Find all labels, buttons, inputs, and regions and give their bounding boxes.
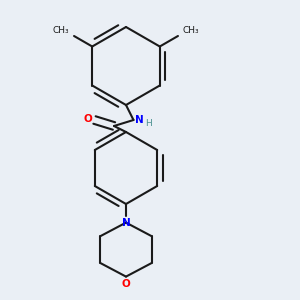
Text: N: N [135, 115, 144, 125]
Text: O: O [122, 279, 130, 289]
Text: N: N [122, 218, 130, 227]
Text: O: O [83, 114, 92, 124]
Text: CH₃: CH₃ [182, 26, 199, 34]
Text: CH₃: CH₃ [53, 26, 70, 34]
Text: H: H [145, 118, 152, 127]
